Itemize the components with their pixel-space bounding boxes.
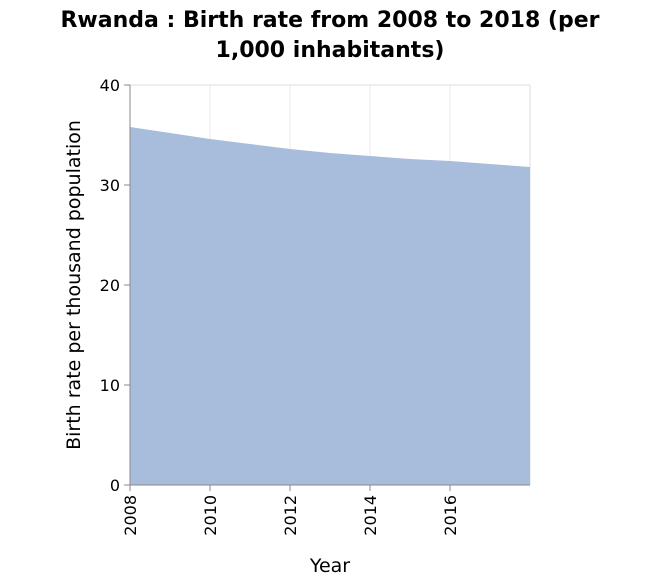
- x-axis-ticks: 2008 2010 2012 2014 2016: [121, 485, 460, 536]
- y-axis-title: Birth rate per thousand population: [63, 120, 85, 450]
- x-tick-label: 2016: [441, 495, 460, 536]
- x-tick-label: 2012: [281, 495, 300, 536]
- chart-title-line-1: Rwanda : Birth rate from 2008 to 2018 (p…: [60, 8, 600, 33]
- y-tick-label: 20: [100, 276, 120, 295]
- x-axis-title: Year: [309, 555, 350, 577]
- x-tick-label: 2010: [201, 495, 220, 536]
- x-tick-label: 2014: [361, 495, 380, 536]
- y-tick-label: 30: [100, 176, 120, 195]
- area-series: [130, 127, 530, 485]
- y-axis-ticks: 0 10 20 30 40: [100, 76, 130, 495]
- x-tick-label: 2008: [121, 495, 140, 536]
- y-tick-label: 10: [100, 376, 120, 395]
- chart-title: Rwanda : Birth rate from 2008 to 2018 (p…: [0, 6, 660, 66]
- area-fill: [130, 127, 530, 485]
- chart-title-line-2: 1,000 inhabitants): [215, 38, 445, 63]
- y-tick-label: 0: [110, 476, 120, 495]
- y-tick-label: 40: [100, 76, 120, 95]
